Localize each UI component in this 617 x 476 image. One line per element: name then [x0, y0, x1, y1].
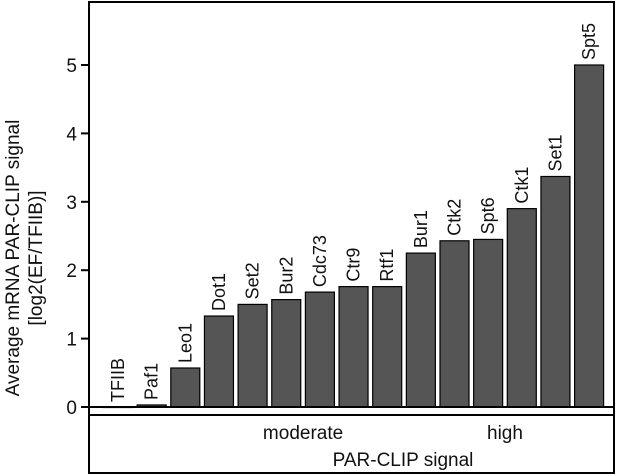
y-tick-label: 0: [66, 398, 77, 419]
group-label-high: high: [487, 423, 523, 444]
bar-set2: [237, 303, 268, 408]
x-axis-title: PAR-CLIP signal: [333, 450, 474, 471]
group-label-moderate: moderate: [263, 423, 343, 444]
bar-label-leo1: Leo1: [175, 323, 195, 363]
y-axis-title-line1: Average mRNA PAR-CLIP signal: [3, 120, 24, 397]
bar-label-spt6: Spt6: [478, 197, 498, 234]
bar-label-cdc73: Cdc73: [310, 235, 330, 287]
y-tick-label: 1: [66, 330, 77, 351]
bar-label-rtf1: Rtf1: [377, 249, 397, 282]
y-axis-title-line2: [log2(EF/TFIIB)]: [26, 190, 47, 325]
bar-ctk1: [506, 208, 537, 408]
y-axis-ticks: 0 1 2 3 4 5: [66, 56, 89, 419]
bars: [102, 64, 605, 409]
group-brackets: moderate high: [203, 414, 605, 444]
bar-dot1: [203, 315, 235, 408]
bar-bur1: [405, 252, 436, 408]
y-tick-label: 2: [66, 261, 77, 282]
bar-set1: [540, 175, 571, 408]
bar-label-spt5: Spt5: [579, 23, 599, 60]
bar-rtf1: [372, 286, 403, 408]
bar-label-ctk2: Ctk2: [445, 199, 465, 236]
bar-label-tfiib: TFIIB: [108, 358, 128, 402]
bar-label-bur2: Bur2: [276, 257, 296, 295]
bar-ctk2: [439, 240, 470, 408]
bar-cdc73: [304, 291, 335, 408]
bar-spt5: [573, 64, 605, 408]
y-tick-label: 4: [66, 124, 77, 145]
bar-label-ctr9: Ctr9: [344, 248, 364, 282]
bar-labels: TFIIB Paf1 Leo1 Dot1 Set2 Bur2 Cdc73 Ctr9 Rtf1 Bu…: [108, 23, 599, 402]
y-tick-label: 3: [66, 193, 77, 214]
bar-label-set1: Set1: [545, 134, 565, 171]
bar-ctr9: [338, 286, 369, 408]
bar-bur2: [271, 299, 302, 408]
bar-label-bur1: Bur1: [411, 210, 431, 248]
bar-spt6: [473, 238, 504, 408]
bar-label-set2: Set2: [243, 262, 263, 299]
bar-label-ctk1: Ctk1: [512, 167, 532, 204]
bar-label-paf1: Paf1: [142, 363, 162, 400]
bar-label-dot1: Dot1: [209, 273, 229, 311]
bar-leo1: [170, 367, 201, 408]
y-tick-label: 5: [66, 56, 77, 77]
plot-frame: [88, 1, 615, 474]
